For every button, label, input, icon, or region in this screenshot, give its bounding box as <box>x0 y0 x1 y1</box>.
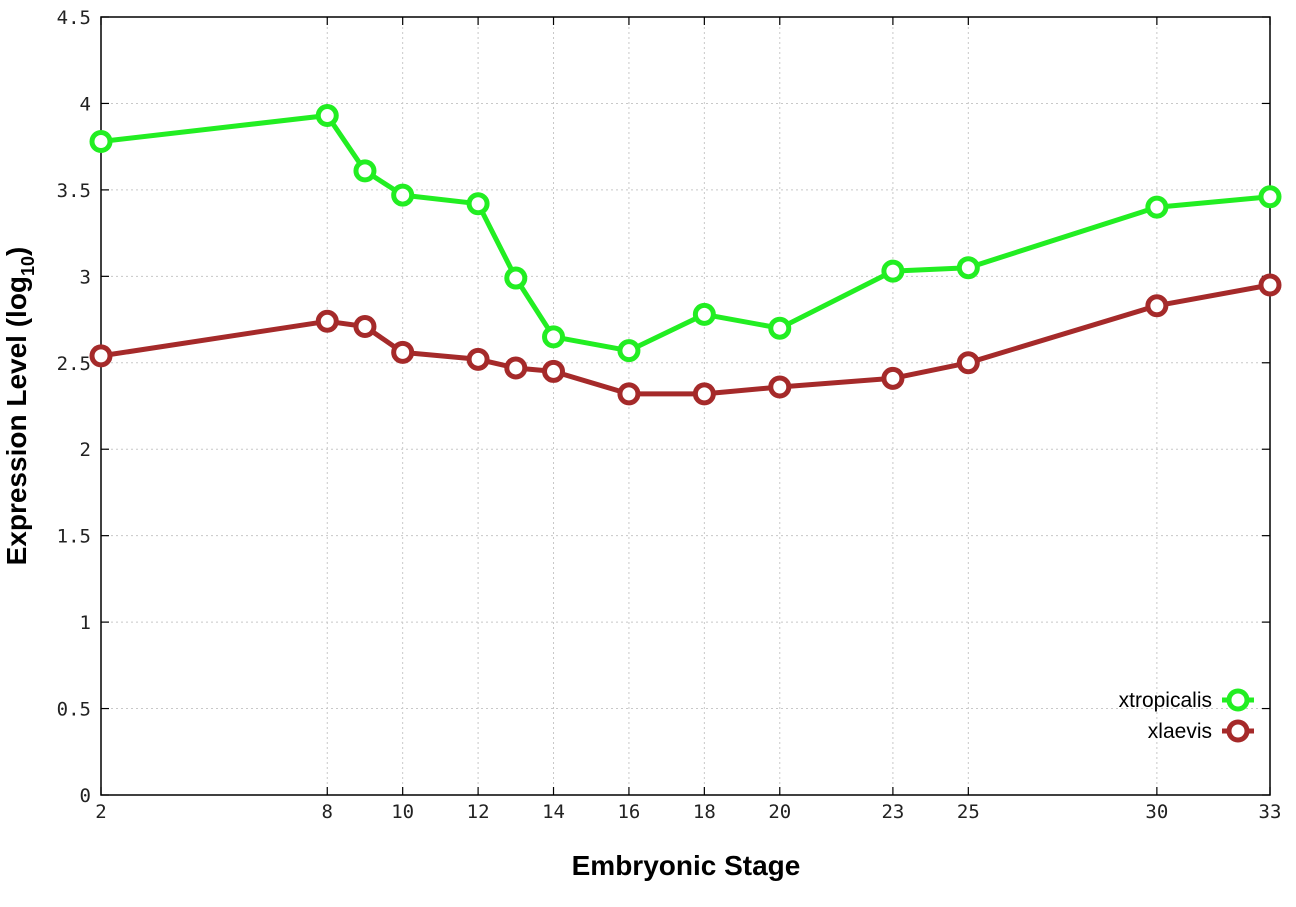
y-tick-label: 3.5 <box>57 180 91 202</box>
y-axis-title-main: Expression Level (log <box>1 276 32 565</box>
legend-label-xtropicalis: xtropicalis <box>1119 689 1212 712</box>
data-point-xtropicalis <box>881 259 905 283</box>
data-point-xlaevis <box>542 359 566 383</box>
data-point-xlaevis <box>617 382 641 406</box>
x-tick-label: 20 <box>768 801 791 823</box>
y-tick-label: 4.5 <box>57 7 91 29</box>
data-point-xlaevis <box>353 314 377 338</box>
y-axis-title: Expression Level (log10) <box>1 247 38 566</box>
y-tick-label: 1 <box>80 612 91 634</box>
data-point-xtropicalis <box>768 316 792 340</box>
y-tick-label: 1.5 <box>57 526 91 548</box>
data-point-xtropicalis <box>542 325 566 349</box>
x-tick-label: 12 <box>467 801 490 823</box>
y-tick-label: 2.5 <box>57 353 91 375</box>
data-point-xtropicalis <box>956 256 980 280</box>
data-point-xlaevis <box>692 382 716 406</box>
x-axis-title: Embryonic Stage <box>572 850 801 881</box>
x-tick-label: 16 <box>617 801 640 823</box>
data-point-xtropicalis <box>692 302 716 326</box>
y-axis-title-subscript: 10 <box>18 256 38 276</box>
legend-swatch-marker-xlaevis <box>1226 719 1250 743</box>
data-point-xlaevis <box>504 356 528 380</box>
y-tick-label: 3 <box>80 266 91 288</box>
y-tick-label: 0.5 <box>57 699 91 721</box>
x-tick-label: 30 <box>1145 801 1168 823</box>
data-point-xlaevis <box>956 351 980 375</box>
legend-label-xlaevis: xlaevis <box>1148 720 1212 743</box>
data-point-xtropicalis <box>1145 195 1169 219</box>
x-tick-label: 8 <box>322 801 333 823</box>
data-point-xlaevis <box>1145 294 1169 318</box>
data-point-xlaevis <box>1258 273 1282 297</box>
data-point-xlaevis <box>881 366 905 390</box>
x-tick-label: 2 <box>95 801 106 823</box>
plot-frame <box>100 16 1271 796</box>
data-point-xtropicalis <box>315 104 339 128</box>
data-point-xlaevis <box>89 344 113 368</box>
y-tick-label: 4 <box>80 93 91 115</box>
legend-swatch-marker-xtropicalis <box>1226 688 1250 712</box>
x-tick-label: 10 <box>391 801 414 823</box>
legend: xtropicalis xlaevis <box>1119 688 1254 743</box>
legend-item-xtropicalis: xtropicalis <box>1119 688 1254 712</box>
data-point-xtropicalis <box>353 159 377 183</box>
x-tick-label: 25 <box>957 801 980 823</box>
y-tick-label: 0 <box>80 785 91 807</box>
data-point-xlaevis <box>768 375 792 399</box>
axis-ticks: 0 0.5 1 1.5 2 2.5 3 3.5 4 4.5 2 8 10 12 14 16 18 20 23 25 30… <box>57 7 1282 823</box>
y-tick-label: 2 <box>80 439 91 461</box>
x-tick-label: 23 <box>881 801 904 823</box>
x-tick-label: 14 <box>542 801 565 823</box>
data-point-xlaevis <box>315 309 339 333</box>
data-point-xlaevis <box>391 340 415 364</box>
data-point-xtropicalis <box>617 339 641 363</box>
series-line-xlaevis <box>98 282 1273 397</box>
series-group <box>89 104 1282 406</box>
x-tick-label: 18 <box>693 801 716 823</box>
data-point-xtropicalis <box>1258 185 1282 209</box>
data-point-xlaevis <box>466 347 490 371</box>
y-axis-title-close: ) <box>1 247 32 256</box>
x-tick-label: 33 <box>1259 801 1282 823</box>
data-point-xtropicalis <box>391 183 415 207</box>
data-point-xtropicalis <box>89 129 113 153</box>
data-point-xtropicalis <box>504 266 528 290</box>
series-line-xtropicalis <box>98 113 1273 354</box>
data-point-xtropicalis <box>466 192 490 216</box>
legend-item-xlaevis: xlaevis <box>1148 719 1254 743</box>
grid-lines <box>101 17 1270 795</box>
